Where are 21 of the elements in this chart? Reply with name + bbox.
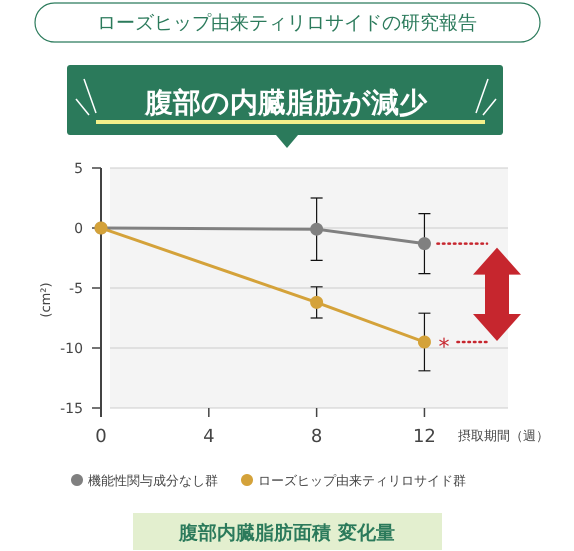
- x-tick-label: 12: [412, 426, 436, 447]
- legend-label: 機能性関与成分なし群: [88, 474, 218, 489]
- x-tick-label: 0: [95, 426, 107, 447]
- point: [310, 222, 324, 236]
- y-tick-label: -15: [60, 401, 83, 417]
- y-tick-label: -5: [69, 281, 83, 297]
- point: [418, 237, 431, 250]
- y-tick-label: -10: [60, 341, 83, 357]
- y-tick-label: 5: [74, 161, 83, 177]
- y-tick-label: 0: [74, 221, 83, 237]
- x-tick-label: 8: [310, 426, 322, 447]
- point: [310, 296, 324, 309]
- chart-subtitle: 腹部の内臓脂肪が減少: [144, 86, 428, 119]
- annotation: *: [438, 335, 450, 360]
- text: 腹部内臓脂肪面積 変化量: [178, 522, 395, 544]
- chart-title: ローズヒップ由来ティリロサイドの研究報告: [97, 12, 477, 34]
- x-tick-label: 4: [203, 426, 215, 447]
- x-axis-title: 摂取期間（週）: [458, 429, 549, 444]
- point: [418, 336, 431, 348]
- y-axis-title: (cm²): [39, 282, 54, 318]
- legend-label: ローズヒップ由来ティリロサイド群: [258, 474, 466, 489]
